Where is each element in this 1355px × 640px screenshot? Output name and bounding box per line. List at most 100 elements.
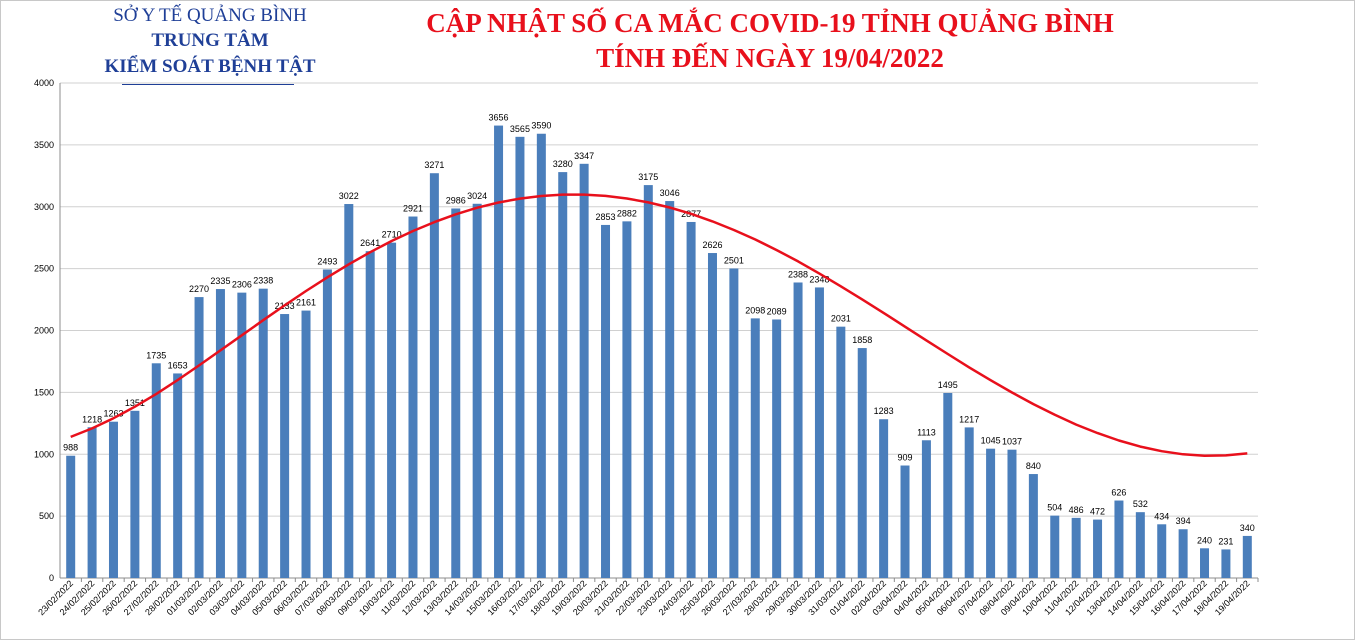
data-label: 2270 [189,284,209,294]
data-label: 3656 [489,113,509,123]
bar [237,292,247,578]
org-underline [122,84,294,85]
bar [622,221,632,579]
bar [986,448,996,578]
bar [1242,535,1252,578]
data-label: 532 [1133,499,1148,509]
data-label: 3022 [339,191,359,201]
data-label: 2306 [232,280,252,290]
bar [579,163,589,578]
data-label: 2853 [596,212,616,222]
bar [558,172,568,578]
y-tick-label: 500 [39,511,54,521]
bar [344,204,354,578]
bar [857,348,867,578]
data-label: 340 [1240,523,1255,533]
bar [151,363,161,578]
bar [66,455,76,578]
bar [1093,519,1103,578]
y-tick-label: 2000 [34,326,54,336]
bar [1135,512,1145,578]
data-label: 1351 [125,398,145,408]
chart-title-line1: CẬP NHẬT SỐ CA MẮC COVID-19 TỈNH QUẢNG B… [426,8,1114,38]
bar [1071,517,1081,578]
data-label: 1495 [938,380,958,390]
data-label: 1858 [852,335,872,345]
org-name: KIỂM SOÁT BỆNH TẬT [104,56,316,77]
data-label: 2031 [831,314,851,324]
bar [472,203,482,578]
data-label: 988 [63,443,78,453]
bar [665,201,675,578]
y-tick-label: 3000 [34,202,54,212]
bar [515,136,525,579]
bar [879,419,889,578]
data-label: 3565 [510,124,530,134]
bar [429,173,439,578]
organization-header: SỞ Y TẾ QUẢNG BÌNH TRUNG TÂM KIỂM SOÁT B… [60,4,360,80]
bar [130,410,140,578]
data-label: 2501 [724,256,744,266]
data-label: 1045 [981,436,1001,446]
data-label: 1037 [1002,437,1022,447]
data-label: 626 [1111,488,1126,498]
data-label: 2626 [702,240,722,250]
bar [451,208,461,579]
bar [258,288,268,578]
data-label: 240 [1197,535,1212,545]
bar [194,297,204,578]
data-label: 472 [1090,507,1105,517]
data-label: 504 [1047,503,1062,513]
data-label: 2335 [210,276,230,286]
data-label: 3280 [553,159,573,169]
data-label: 3590 [531,121,551,131]
bar [322,269,332,578]
data-label: 231 [1218,536,1233,546]
data-label: 394 [1176,516,1191,526]
bar [1221,549,1231,578]
bar [1200,548,1210,578]
data-label: 2161 [296,298,316,308]
bar [1178,529,1188,578]
data-label: 2089 [767,306,787,316]
bar [301,310,311,578]
data-label: 3046 [660,188,680,198]
bar [943,392,953,578]
y-tick-label: 2500 [34,264,54,274]
bar [1007,449,1017,578]
bar [601,224,611,578]
bar [643,185,653,578]
bar [814,287,824,578]
data-label: 2388 [788,269,808,279]
data-label: 3347 [574,151,594,161]
bar [900,465,910,578]
bar [729,268,739,578]
bar [1050,515,1060,578]
bar [108,421,118,578]
y-tick-label: 3500 [34,140,54,150]
data-label: 3175 [638,172,658,182]
bar [536,133,546,579]
data-label: 1217 [959,414,979,424]
bar [280,314,290,578]
bar [494,125,504,578]
org-department: SỞ Y TẾ QUẢNG BÌNH [113,5,307,26]
data-label: 2882 [617,208,637,218]
data-label: 2986 [446,195,466,205]
bar [1028,474,1038,578]
bar [173,373,183,578]
data-label: 1218 [82,414,102,424]
data-label: 1283 [874,406,894,416]
y-tick-label: 1500 [34,387,54,397]
bar [87,427,97,578]
data-label: 909 [898,453,913,463]
data-label: 2493 [317,256,337,266]
bar [1157,524,1167,578]
bar [387,242,397,578]
data-label: 840 [1026,461,1041,471]
bar [408,216,418,578]
bar [964,427,974,578]
bar [750,318,760,578]
data-label: 1653 [168,360,188,370]
data-label: 2710 [382,230,402,240]
